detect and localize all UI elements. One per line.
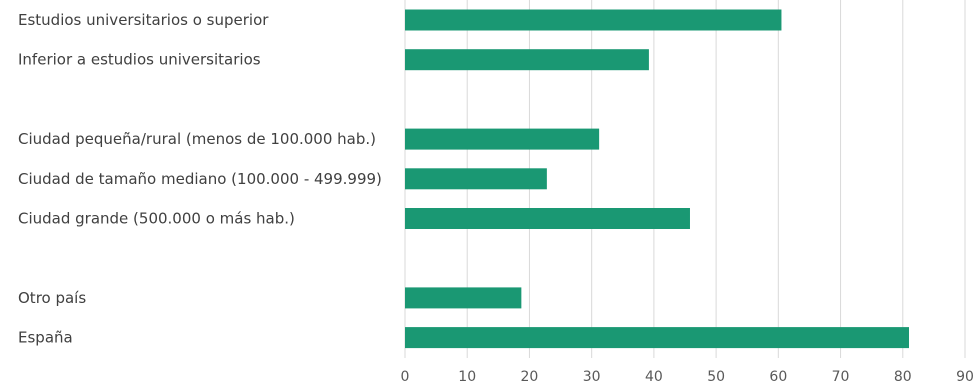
category-label: Inferior a estudios universitarios	[18, 51, 261, 69]
bar	[405, 9, 782, 31]
x-tick-label: 80	[894, 369, 912, 385]
x-tick-label: 50	[707, 369, 725, 385]
bar	[405, 168, 547, 190]
bar	[405, 208, 690, 229]
category-labels: Estudios universitarios o superior Inferi…	[18, 11, 382, 347]
category-label: Estudios universitarios o superior	[18, 11, 269, 29]
bar	[405, 327, 909, 349]
category-label: Ciudad de tamaño mediano (100.000 - 499.…	[18, 170, 382, 188]
category-label: España	[18, 329, 73, 347]
category-label: Otro país	[18, 289, 86, 307]
x-tick-label: 70	[832, 369, 850, 385]
x-tick-label: 40	[645, 369, 663, 385]
x-tick-label: 10	[458, 369, 476, 385]
x-tick-label: 20	[521, 369, 539, 385]
x-axis-ticks: 0 10 20 30 40 50 60 70 80 90	[401, 369, 974, 385]
bar	[405, 49, 649, 71]
bar	[405, 287, 522, 309]
x-tick-label: 30	[583, 369, 601, 385]
bar-layer	[405, 9, 909, 349]
category-label: Ciudad pequeña/rural (menos de 100.000 h…	[18, 130, 376, 148]
x-tick-label: 0	[401, 369, 410, 385]
bar	[405, 128, 600, 150]
category-label: Ciudad grande (500.000 o más hab.)	[18, 210, 295, 228]
x-tick-label: 90	[956, 369, 974, 385]
x-tick-label: 60	[769, 369, 787, 385]
